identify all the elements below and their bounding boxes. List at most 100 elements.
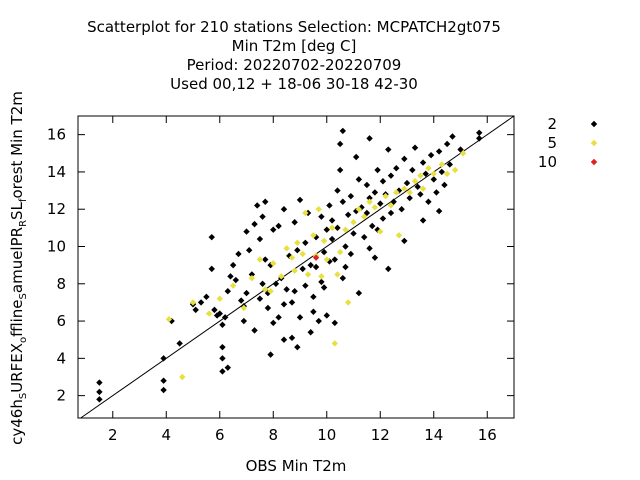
- data-point-5: [344, 299, 352, 306]
- data-point-2: [331, 256, 338, 263]
- data-point-5: [278, 273, 285, 280]
- data-point-5: [315, 206, 322, 213]
- y-tick-label: 4: [56, 349, 66, 367]
- data-point-5: [393, 189, 400, 196]
- data-point-2: [219, 321, 226, 328]
- data-point-5: [256, 256, 264, 263]
- y-label-subscript: S: [18, 293, 29, 299]
- x-tick-label: 10: [317, 426, 336, 444]
- data-point-5: [336, 248, 344, 256]
- data-point-2: [430, 176, 437, 183]
- data-point-2: [427, 151, 435, 159]
- data-point-2: [363, 181, 371, 189]
- data-point-2: [342, 263, 349, 271]
- legend-marker: [590, 139, 598, 147]
- data-point-5: [438, 161, 445, 168]
- x-tick-label: 2: [108, 426, 118, 444]
- data-point-2: [296, 314, 304, 321]
- data-point-2: [283, 286, 290, 293]
- data-point-5: [318, 273, 325, 280]
- data-point-5: [179, 373, 186, 381]
- legend-marker: [590, 158, 598, 166]
- data-point-2: [446, 161, 454, 168]
- data-point-2: [393, 164, 400, 172]
- data-point-2: [417, 191, 424, 198]
- x-tick-label: 8: [268, 426, 278, 444]
- data-point-5: [387, 202, 395, 209]
- data-point-2: [237, 297, 245, 304]
- legend-label: 2: [547, 115, 557, 133]
- data-point-5: [395, 232, 403, 239]
- reference-line: [80, 115, 515, 419]
- data-point-2: [208, 233, 215, 241]
- data-point-5: [299, 250, 306, 258]
- data-point-2: [336, 140, 344, 148]
- data-point-2: [441, 181, 448, 189]
- legend-label: 10: [538, 153, 557, 171]
- data-point-2: [197, 299, 205, 306]
- x-tick-label: 16: [478, 426, 497, 444]
- data-point-2: [339, 127, 347, 135]
- data-point-5: [294, 239, 301, 246]
- data-point-2: [267, 351, 274, 358]
- data-point-5: [216, 295, 223, 302]
- data-point-2: [208, 265, 215, 273]
- data-point-2: [387, 172, 395, 179]
- data-point-2: [235, 250, 242, 258]
- data-point-5: [361, 213, 368, 220]
- data-point-5: [248, 274, 256, 282]
- data-point-5: [425, 164, 432, 172]
- data-point-2: [251, 220, 258, 228]
- data-point-2: [299, 265, 306, 273]
- title-line: Used 00,12 + 18-06 30-18 42-30: [170, 75, 418, 93]
- y-label-part: URFEX: [8, 343, 26, 393]
- y-tick-label: 16: [47, 126, 66, 144]
- data-point-5: [189, 299, 197, 306]
- data-point-2: [203, 293, 210, 301]
- data-point-2: [168, 317, 175, 325]
- data-point-2: [288, 334, 296, 342]
- data-point-2: [240, 317, 248, 325]
- data-point-2: [379, 178, 387, 185]
- data-point-2: [224, 288, 231, 295]
- data-point-2: [160, 355, 167, 362]
- data-point-2: [414, 183, 421, 191]
- data-point-2: [160, 377, 167, 384]
- y-label-part: cy46h: [8, 399, 26, 445]
- data-point-2: [371, 189, 379, 196]
- title-line: Period: 20220702-20220709: [187, 56, 402, 74]
- data-point-2: [433, 189, 440, 196]
- y-label-part: SL: [8, 201, 26, 220]
- data-point-5: [401, 185, 408, 192]
- data-point-2: [411, 144, 419, 151]
- data-point-2: [406, 194, 413, 202]
- data-point-2: [96, 396, 103, 403]
- data-point-2: [262, 198, 269, 205]
- data-point-2: [318, 213, 325, 220]
- data-point-2: [398, 206, 405, 213]
- data-point-5: [459, 150, 467, 157]
- legend-label: 5: [547, 134, 557, 152]
- data-point-2: [379, 215, 387, 222]
- data-point-2: [307, 261, 314, 269]
- data-point-2: [326, 202, 333, 209]
- data-point-5: [270, 260, 277, 267]
- x-tick-label: 4: [161, 426, 171, 444]
- data-point-2: [192, 306, 199, 314]
- data-point-2: [336, 166, 344, 174]
- data-point-2: [160, 386, 167, 394]
- data-point-2: [264, 304, 272, 312]
- data-point-2: [280, 301, 288, 308]
- data-point-2: [310, 293, 317, 301]
- data-point-2: [254, 202, 261, 209]
- data-point-5: [419, 185, 427, 192]
- data-point-5: [334, 271, 341, 278]
- data-point-2: [385, 265, 392, 273]
- data-point-5: [411, 178, 419, 185]
- x-tick-label: 6: [215, 426, 225, 444]
- data-point-5: [267, 288, 274, 295]
- data-point-2: [256, 235, 264, 243]
- y-label-subscript: S: [18, 393, 29, 399]
- data-point-2: [355, 176, 363, 183]
- y-tick-label: 12: [47, 200, 66, 218]
